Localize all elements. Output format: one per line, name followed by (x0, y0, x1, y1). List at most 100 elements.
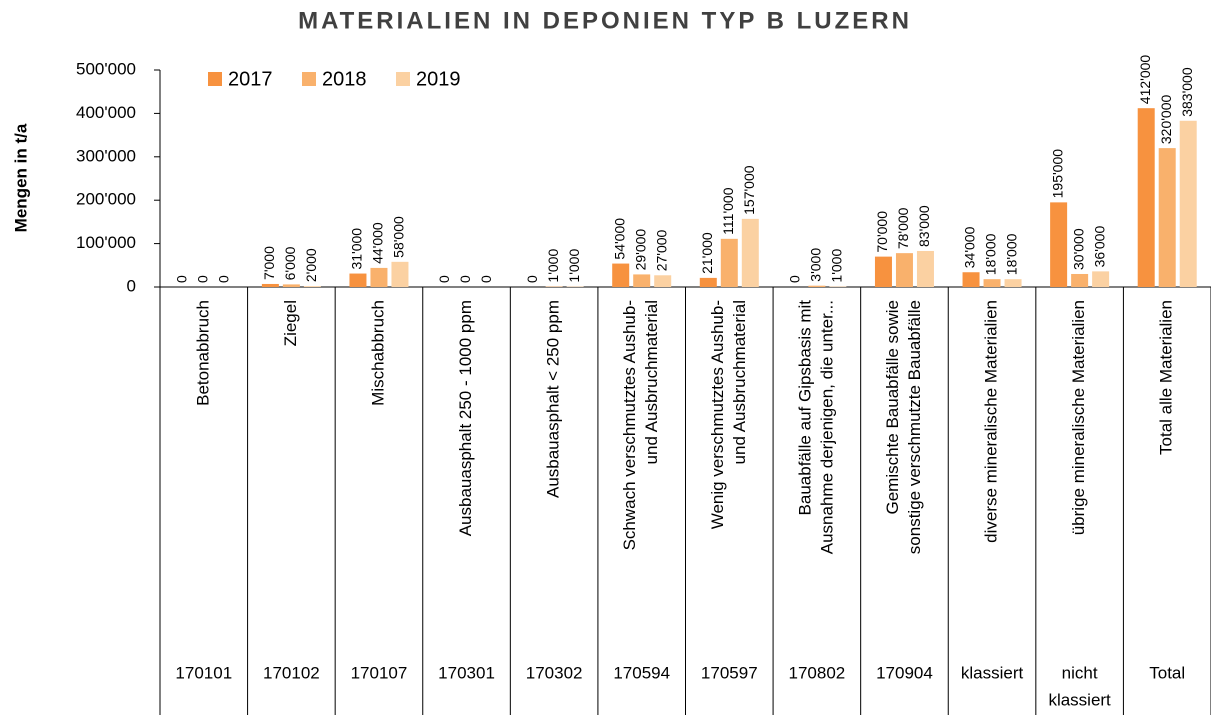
category-name: Total alle Materialien (1157, 300, 1176, 455)
value-label: 6'000 (282, 246, 298, 280)
value-label: 0 (524, 275, 540, 283)
value-label: 44'000 (370, 222, 386, 264)
category-code: nicht (1062, 663, 1098, 682)
legend-label: 2019 (416, 68, 461, 90)
y-tick-label: 400'000 (76, 103, 136, 122)
bar (349, 273, 367, 287)
value-label: 2'000 (303, 248, 319, 282)
category-code: klassiert (961, 663, 1024, 682)
value-label: 58'000 (391, 216, 407, 258)
y-tick-label: 200'000 (76, 190, 136, 209)
value-label: 27'000 (653, 229, 669, 271)
category-name: Gemischte Bauabfälle sowie (883, 300, 902, 515)
category-name: übrige mineralische Materialien (1069, 300, 1088, 535)
value-label: 111'000 (720, 187, 736, 235)
value-label: 54'000 (611, 218, 627, 260)
category-code: 170107 (351, 663, 408, 682)
value-label: 1'000 (545, 249, 561, 283)
category-name: Ausbauasphalt < 250 ppm (544, 300, 563, 498)
bar (391, 261, 409, 287)
value-label: 412'000 (1137, 55, 1153, 105)
value-label: 18'000 (983, 233, 999, 275)
category-code: klassiert (1048, 690, 1111, 709)
value-label: 0 (787, 275, 803, 283)
value-label: 3'000 (808, 248, 824, 282)
category-code: 170597 (701, 663, 758, 682)
bar (741, 218, 759, 287)
bar (1092, 271, 1110, 287)
category-name: Betonabbruch (193, 300, 212, 406)
category-name: Wenig verschmutztes Aushub- (708, 300, 727, 529)
category-name: Ausnahme derjenigen, die unter... (817, 300, 836, 554)
value-label: 0 (478, 275, 494, 283)
bar (1004, 279, 1022, 287)
bar (303, 286, 321, 287)
value-label: 31'000 (349, 228, 365, 270)
value-label: 1'000 (566, 249, 582, 283)
bar (720, 238, 738, 287)
category-code: 170302 (526, 663, 583, 682)
category-name: Bauabfälle auf Gipsbasis mit (795, 300, 814, 516)
value-label: 36'000 (1091, 226, 1107, 268)
y-tick-label: 300'000 (76, 146, 136, 165)
value-label: 29'000 (632, 229, 648, 271)
value-label: 383'000 (1179, 67, 1195, 117)
legend-swatch (396, 72, 410, 86)
bar (699, 277, 717, 287)
legend-swatch (208, 72, 222, 86)
value-label: 18'000 (1004, 233, 1020, 275)
value-label: 21'000 (699, 232, 715, 274)
value-label: 0 (457, 275, 473, 283)
bar (983, 279, 1001, 287)
category-name: und Ausbruchmaterial (730, 300, 749, 464)
category-code: Total (1149, 663, 1185, 682)
bar (1179, 120, 1197, 287)
bar (370, 267, 388, 287)
value-label: 34'000 (962, 226, 978, 268)
bar (895, 253, 913, 287)
category-name: und Ausbruchmaterial (642, 300, 661, 464)
value-label: 30'000 (1070, 228, 1086, 270)
value-label: 78'000 (895, 207, 911, 249)
bar (808, 285, 826, 287)
bar (1071, 273, 1089, 287)
category-code: 170101 (175, 663, 232, 682)
bar (962, 272, 980, 287)
value-label: 83'000 (916, 205, 932, 247)
bar (654, 275, 672, 287)
chart-title: MATERIALIEN IN DEPONIEN TYP B LUZERN (298, 7, 912, 34)
category-name: sonstige verschmutzte Bauabfälle (905, 300, 924, 554)
category-name: diverse mineralische Materialien (982, 300, 1001, 543)
value-label: 70'000 (874, 211, 890, 253)
value-label: 0 (215, 275, 231, 283)
category-code: 170102 (263, 663, 320, 682)
bar (874, 256, 892, 287)
legend-label: 2018 (322, 68, 367, 90)
category-name: Ausbauasphalt 250 - 1000 ppm (456, 300, 475, 536)
value-label: 157'000 (741, 165, 757, 215)
y-tick-label: 0 (127, 276, 136, 295)
bar (1158, 148, 1176, 287)
legend-swatch (302, 72, 316, 86)
value-label: 0 (194, 275, 210, 283)
value-label: 0 (436, 275, 452, 283)
bar (1050, 202, 1068, 287)
y-tick-label: 100'000 (76, 233, 136, 252)
value-label: 320'000 (1158, 95, 1174, 145)
category-name: Ziegel (281, 300, 300, 346)
y-axis-label: Mengen in t/a (11, 123, 30, 232)
category-name: Schwach verschmutztes Aushub- (620, 300, 639, 550)
category-code: 170301 (438, 663, 495, 682)
bar (261, 283, 279, 287)
category-code: 170802 (789, 663, 846, 682)
value-label: 7'000 (261, 246, 277, 280)
value-label: 1'000 (829, 249, 845, 283)
bar (633, 274, 651, 287)
bar (282, 284, 300, 287)
y-tick-label: 500'000 (76, 59, 136, 78)
bar (916, 250, 934, 287)
legend-label: 2017 (228, 68, 273, 90)
category-name: Mischabbruch (368, 300, 387, 406)
